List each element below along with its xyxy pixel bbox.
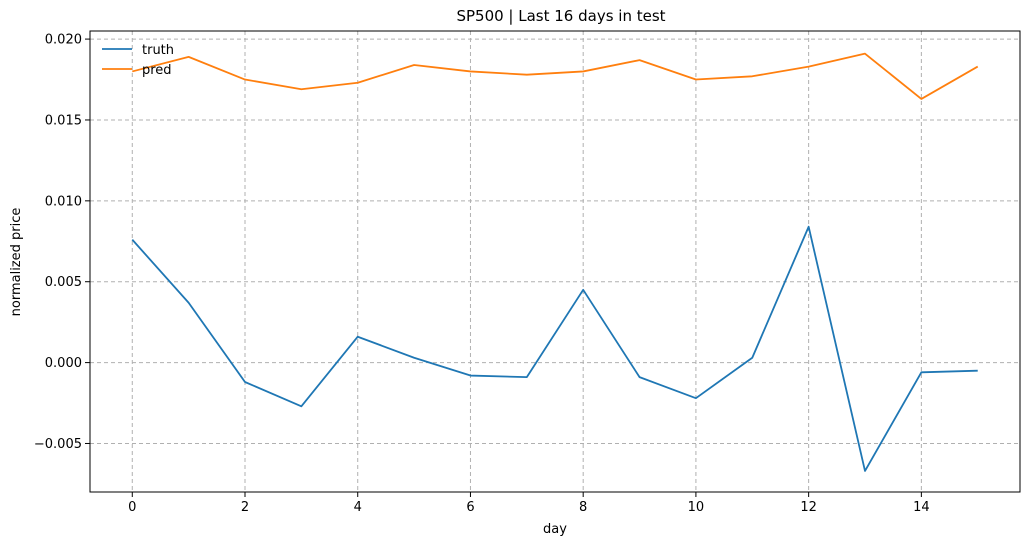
x-axis-label: day	[543, 522, 567, 537]
y-tick-label: 0.005	[45, 275, 82, 290]
x-tick-label: 14	[913, 500, 930, 515]
legend-label-truth: truth	[142, 43, 174, 58]
x-tick-label: 12	[800, 500, 817, 515]
series-line-pred	[132, 52, 979, 100]
axes-layer: 0 2 4 6 8 10 12 14 −0.005 0.000 0.005 0.010 0.015 0.0…	[34, 30, 1021, 515]
y-tick-label: 0.010	[45, 194, 82, 209]
x-tick-label: 0	[128, 500, 136, 515]
chart-title: SP500 | Last 16 days in test	[456, 7, 665, 25]
y-tick-label: 0.000	[45, 356, 82, 371]
y-axis-label: normalized price	[9, 208, 24, 317]
y-tick-label: 0.015	[45, 113, 82, 128]
legend: truth pred	[102, 43, 174, 78]
plot-frame	[89, 30, 1021, 493]
x-tick-label: 6	[466, 500, 474, 515]
y-tick-label: −0.005	[34, 437, 82, 452]
series-line-truth	[131, 225, 978, 472]
series-layer	[131, 52, 979, 472]
y-tick-label: 0.020	[45, 33, 82, 48]
x-tick-label: 8	[579, 500, 587, 515]
legend-label-pred: pred	[142, 63, 172, 78]
x-tick-label: 10	[688, 500, 705, 515]
grid-layer	[90, 31, 1020, 492]
x-tick-label: 4	[354, 500, 362, 515]
x-tick-label: 2	[241, 500, 249, 515]
